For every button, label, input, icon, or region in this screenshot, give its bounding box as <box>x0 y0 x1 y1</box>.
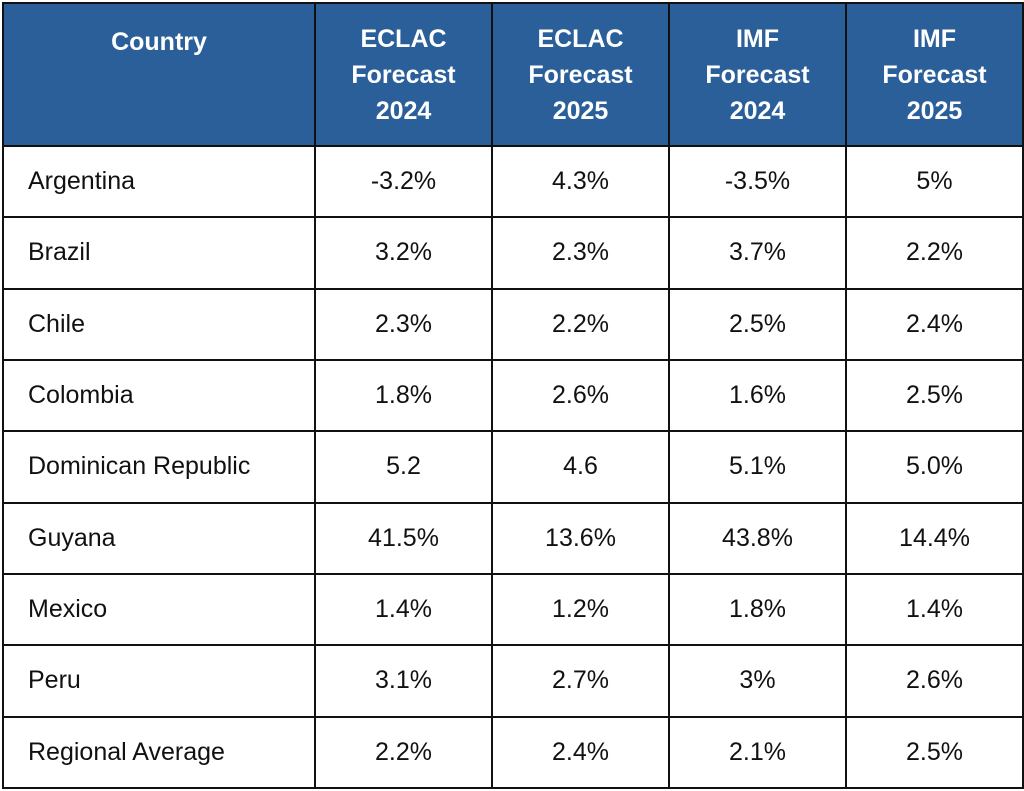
eclac-2025-cell: 13.6% <box>491 501 670 575</box>
imf-2024-cell: 2.5% <box>668 287 847 361</box>
column-header-country: Country <box>2 2 316 147</box>
header-line: 2024 <box>375 96 432 125</box>
country-cell: Chile <box>2 287 316 361</box>
country-cell: Dominican Republic <box>2 430 316 504</box>
eclac-2025-cell: 2.4% <box>491 715 670 790</box>
column-header-eclac-2024: ECLAC Forecast 2024 <box>314 2 493 147</box>
column-header-imf-2024: IMF Forecast 2024 <box>668 2 847 147</box>
eclac-2024-cell: 41.5% <box>314 501 493 575</box>
imf-2024-cell: 1.8% <box>668 572 847 647</box>
header-line: Forecast <box>705 60 810 89</box>
imf-2024-cell: -3.5% <box>668 144 847 219</box>
eclac-2024-cell: 5.2 <box>314 430 493 504</box>
table-row: Dominican Republic 5.2 4.6 5.1% 5.0% <box>2 430 1024 504</box>
table-row: Chile 2.3% 2.2% 2.5% 2.4% <box>2 287 1024 361</box>
header-line: 2025 <box>552 96 609 125</box>
table-row: Regional Average 2.2% 2.4% 2.1% 2.5% <box>2 715 1024 790</box>
eclac-2024-cell: 3.1% <box>314 644 493 718</box>
eclac-2024-cell: 3.2% <box>314 216 493 290</box>
table-row: Mexico 1.4% 1.2% 1.8% 1.4% <box>2 572 1024 647</box>
imf-2024-cell: 43.8% <box>668 501 847 575</box>
country-cell: Guyana <box>2 501 316 575</box>
imf-2024-cell: 2.1% <box>668 715 847 790</box>
eclac-2025-cell: 1.2% <box>491 572 670 647</box>
imf-2025-cell: 14.4% <box>845 501 1024 575</box>
header-line: ECLAC <box>537 24 624 53</box>
imf-2025-cell: 2.5% <box>845 715 1024 790</box>
header-line: Forecast <box>351 60 456 89</box>
header-line: ECLAC <box>360 24 447 53</box>
country-cell: Colombia <box>2 358 316 433</box>
eclac-2025-cell: 2.6% <box>491 358 670 433</box>
header-line: IMF <box>735 24 780 53</box>
table-row: Colombia 1.8% 2.6% 1.6% 2.5% <box>2 358 1024 433</box>
table-row: Guyana 41.5% 13.6% 43.8% 14.4% <box>2 501 1024 575</box>
country-cell: Peru <box>2 644 316 718</box>
header-line: Forecast <box>528 60 633 89</box>
country-cell: Brazil <box>2 216 316 290</box>
header-line: Country <box>111 28 207 56</box>
eclac-2025-cell: 4.6 <box>491 430 670 504</box>
imf-2024-cell: 5.1% <box>668 430 847 504</box>
imf-2025-cell: 2.5% <box>845 358 1024 433</box>
eclac-2025-cell: 2.2% <box>491 287 670 361</box>
country-cell: Argentina <box>2 144 316 219</box>
imf-2024-cell: 3.7% <box>668 216 847 290</box>
eclac-2025-cell: 2.3% <box>491 216 670 290</box>
imf-2025-cell: 2.6% <box>845 644 1024 718</box>
table-row: Peru 3.1% 2.7% 3% 2.6% <box>2 644 1024 718</box>
eclac-2024-cell: 2.2% <box>314 715 493 790</box>
country-cell: Mexico <box>2 572 316 647</box>
column-header-imf-2025: IMF Forecast 2025 <box>845 2 1024 147</box>
imf-2025-cell: 2.2% <box>845 216 1024 290</box>
eclac-2024-cell: 1.4% <box>314 572 493 647</box>
table-row: Argentina -3.2% 4.3% -3.5% 5% <box>2 144 1024 219</box>
imf-2025-cell: 5.0% <box>845 430 1024 504</box>
header-line: 2024 <box>729 96 786 125</box>
table-row: Brazil 3.2% 2.3% 3.7% 2.2% <box>2 216 1024 290</box>
eclac-2025-cell: 4.3% <box>491 144 670 219</box>
header-row: Country ECLAC Forecast 2024 ECLAC Foreca… <box>2 2 1024 147</box>
header-line: Forecast <box>882 60 987 89</box>
eclac-2024-cell: -3.2% <box>314 144 493 219</box>
eclac-2024-cell: 1.8% <box>314 358 493 433</box>
imf-2024-cell: 3% <box>668 644 847 718</box>
column-header-eclac-2025: ECLAC Forecast 2025 <box>491 2 670 147</box>
imf-2025-cell: 2.4% <box>845 287 1024 361</box>
imf-2025-cell: 1.4% <box>845 572 1024 647</box>
imf-2024-cell: 1.6% <box>668 358 847 433</box>
imf-2025-cell: 5% <box>845 144 1024 219</box>
eclac-2024-cell: 2.3% <box>314 287 493 361</box>
header-line: IMF <box>912 24 957 53</box>
header-line: 2025 <box>906 96 963 125</box>
eclac-2025-cell: 2.7% <box>491 644 670 718</box>
country-cell: Regional Average <box>2 715 316 790</box>
